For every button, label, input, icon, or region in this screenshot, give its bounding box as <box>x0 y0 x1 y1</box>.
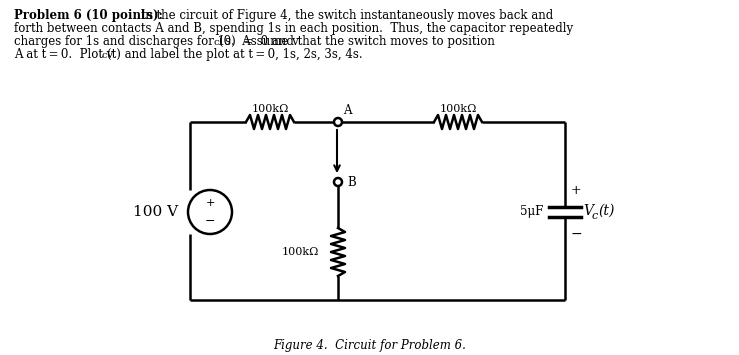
Text: 100kΩ: 100kΩ <box>251 104 289 114</box>
Text: +: + <box>205 198 215 208</box>
Text: Figure 4.  Circuit for Problem 6.: Figure 4. Circuit for Problem 6. <box>273 339 466 352</box>
Text: (t): (t) <box>598 204 614 218</box>
Text: 100kΩ: 100kΩ <box>282 247 319 257</box>
Text: forth between contacts A and B, spending 1s in each position.  Thus, the capacit: forth between contacts A and B, spending… <box>14 22 573 35</box>
Text: c: c <box>213 38 219 47</box>
Text: 100kΩ: 100kΩ <box>439 104 477 114</box>
Text: 5μF: 5μF <box>520 206 543 218</box>
Circle shape <box>334 118 342 126</box>
Text: V: V <box>583 204 593 218</box>
Text: −: − <box>571 227 582 241</box>
Text: c: c <box>592 211 599 221</box>
Text: B: B <box>347 175 355 189</box>
Text: charges for 1s and discharges for 1s.  Assume v: charges for 1s and discharges for 1s. As… <box>14 35 299 48</box>
Text: A at t = 0.  Plot v: A at t = 0. Plot v <box>14 48 113 61</box>
Text: 100 V: 100 V <box>134 205 179 219</box>
Text: In the circuit of Figure 4, the switch instantaneously moves back and: In the circuit of Figure 4, the switch i… <box>133 9 554 22</box>
Text: (0)  =  0 and that the switch moves to position: (0) = 0 and that the switch moves to pos… <box>219 35 495 48</box>
Text: +: + <box>571 184 582 197</box>
Text: Problem 6 (10 points):: Problem 6 (10 points): <box>14 9 163 22</box>
Text: −: − <box>205 214 215 228</box>
Text: (t) and label the plot at t = 0, 1s, 2s, 3s, 4s.: (t) and label the plot at t = 0, 1s, 2s,… <box>107 48 363 61</box>
Text: A: A <box>343 104 352 116</box>
Circle shape <box>334 178 342 186</box>
Text: c: c <box>101 51 106 60</box>
